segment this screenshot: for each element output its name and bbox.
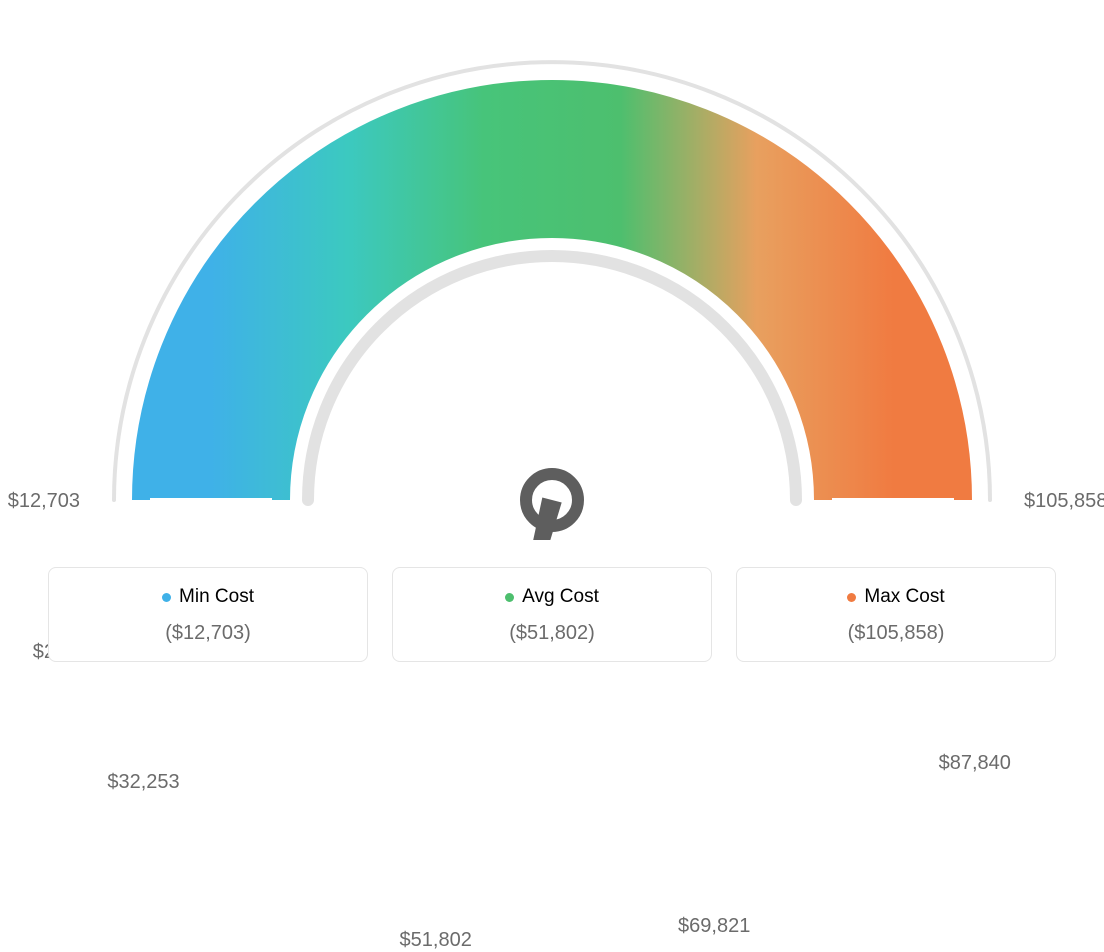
legend-title-text-avg: Avg Cost: [522, 586, 599, 608]
legend-dot-max: [847, 593, 856, 602]
gauge-svg: [22, 30, 1082, 540]
gauge-tick-label: $32,253: [107, 771, 179, 794]
legend-title-text-min: Min Cost: [179, 586, 254, 608]
legend-title-max: Max Cost: [847, 586, 944, 608]
legend-value-min: ($12,703): [61, 622, 355, 645]
gauge-tick-label: $12,703: [8, 490, 80, 513]
legend-title-min: Min Cost: [162, 586, 254, 608]
legend-row: Min Cost ($12,703) Avg Cost ($51,802) Ma…: [48, 567, 1056, 662]
legend-card-min: Min Cost ($12,703): [48, 567, 368, 662]
legend-title-text-max: Max Cost: [864, 586, 944, 608]
legend-dot-avg: [505, 593, 514, 602]
legend-title-avg: Avg Cost: [505, 586, 599, 608]
legend-value-avg: ($51,802): [405, 622, 699, 645]
legend-dot-min: [162, 593, 171, 602]
gauge-tick-label: $87,840: [939, 752, 1011, 775]
legend-value-max: ($105,858): [749, 622, 1043, 645]
gauge-tick-label: $105,858: [1024, 490, 1104, 513]
gauge-tick-label: $51,802: [400, 929, 472, 952]
legend-card-avg: Avg Cost ($51,802): [392, 567, 712, 662]
legend-card-max: Max Cost ($105,858): [736, 567, 1056, 662]
gauge-chart: $12,703$22,478$32,253$51,802$69,821$87,8…: [0, 0, 1104, 540]
gauge-tick-label: $69,821: [678, 915, 750, 938]
